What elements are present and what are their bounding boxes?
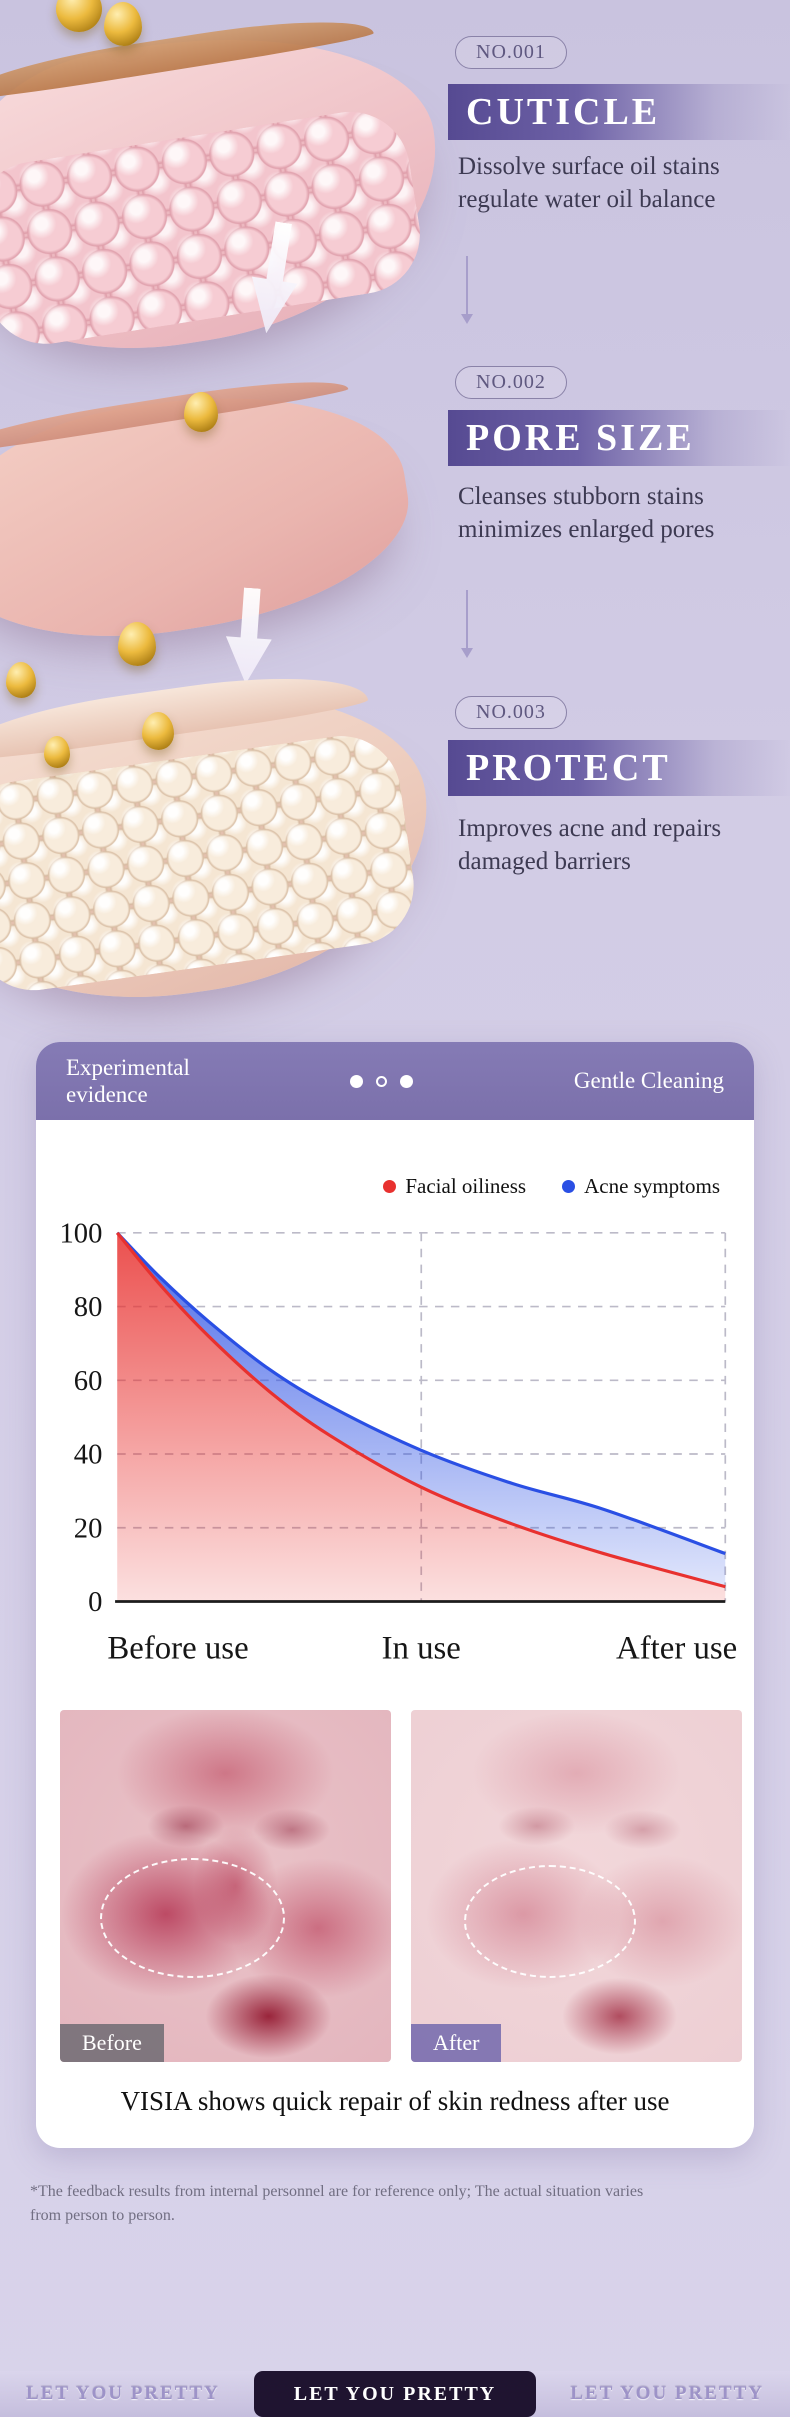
- down-arrow-connector-icon: [461, 590, 473, 658]
- analysis-circle-icon: [463, 1864, 637, 1978]
- dot-hollow-icon: [376, 1075, 388, 1087]
- skin-layer-cuticle: [0, 3, 461, 377]
- step-title-banner: PROTECT: [448, 740, 790, 796]
- experimental-evidence-card: Experimental evidence Gentle Cleaning Fa…: [36, 1042, 754, 2148]
- skin-surface-ridge: [0, 6, 375, 104]
- svg-text:100: 100: [60, 1218, 102, 1249]
- step-description-line: minimizes enlarged pores: [458, 516, 715, 543]
- brand-footer: LET YOU PRETTY LET YOU PRETTY LET YOU PR…: [0, 2371, 790, 2417]
- svg-text:Before use: Before use: [107, 1631, 248, 1667]
- card-header-title: Experimental evidence: [66, 1054, 190, 1108]
- svg-text:0: 0: [88, 1587, 102, 1618]
- svg-text:60: 60: [74, 1366, 103, 1397]
- legend-dot-icon: [562, 1180, 576, 1193]
- svg-text:40: 40: [74, 1440, 103, 1471]
- step-description: Improves acne and repairs damaged barrie…: [458, 812, 721, 878]
- trend-chart-svg: 0 20 40 60 80 100 Before use In use After use: [59, 1218, 737, 1667]
- skin-spheres-texture: [0, 728, 422, 998]
- card-header-subtitle: Gentle Cleaning: [573, 1068, 724, 1093]
- step-number-badge: NO.001: [455, 36, 567, 69]
- svg-text:In use: In use: [382, 1631, 461, 1667]
- chart-legend: Facial oiliness Acne symptoms: [383, 1174, 720, 1199]
- disclaimer-footnote: *The feedback results from internal pers…: [30, 2183, 644, 2224]
- step-number: NO.002: [476, 371, 546, 393]
- step-description-line: Cleanses stubborn stains: [458, 483, 704, 510]
- card-header-title-line: evidence: [66, 1082, 148, 1107]
- oil-droplet-icon: [104, 2, 142, 46]
- trend-chart: 0 20 40 60 80 100 Before use In use After use: [59, 1218, 738, 1681]
- step-title: PROTECT: [466, 747, 671, 789]
- oil-droplet-icon: [118, 622, 156, 666]
- analysis-circle-icon: [99, 1857, 286, 1978]
- svg-text:80: 80: [74, 1292, 103, 1323]
- brand-pill: LET YOU PRETTY: [254, 2371, 536, 2417]
- oil-droplet-icon: [6, 662, 36, 698]
- before-label: Before: [60, 2024, 164, 2062]
- step-number-badge: NO.002: [455, 366, 567, 399]
- legend-label: Acne symptoms: [584, 1174, 720, 1198]
- legend-label: Facial oiliness: [405, 1174, 527, 1198]
- step-description-line: regulate water oil balance: [458, 186, 716, 213]
- step-title-banner: CUTICLE: [448, 84, 790, 140]
- svg-text:After use: After use: [616, 1631, 737, 1667]
- brand-text: LET YOU PRETTY: [26, 2383, 220, 2404]
- before-after-comparison: Before After: [60, 1710, 742, 2062]
- card-header: Experimental evidence Gentle Cleaning: [36, 1042, 754, 1120]
- oil-droplet-icon: [142, 712, 174, 750]
- legend-dot-icon: [383, 1180, 397, 1193]
- skin-layers-illustration: [0, 0, 461, 1025]
- step-number: NO.003: [476, 701, 546, 723]
- step-description-line: Improves acne and repairs: [458, 815, 722, 842]
- step-number-badge: NO.003: [455, 696, 567, 729]
- oil-droplet-icon: [44, 736, 70, 768]
- comparison-caption: VISIA shows quick repair of skin redness…: [120, 2086, 670, 2116]
- skin-surface-ridge: [0, 369, 349, 457]
- step-title: CUTICLE: [466, 91, 661, 133]
- oil-droplet-icon: [184, 392, 218, 432]
- svg-text:20: 20: [74, 1513, 103, 1544]
- step-description-line: damaged barriers: [458, 848, 631, 875]
- legend-item: Acne symptoms: [562, 1174, 720, 1199]
- step-description: Dissolve surface oil stains regulate wat…: [458, 150, 720, 216]
- visia-before-image: Before: [60, 1710, 391, 2062]
- step-title: PORE SIZE: [466, 417, 695, 459]
- skin-layer-deep: [0, 659, 449, 1025]
- pagination-dots: [350, 1074, 414, 1088]
- step-description: Cleanses stubborn stains minimizes enlar…: [458, 480, 714, 546]
- after-label: After: [411, 2024, 502, 2062]
- dot-filled-icon: [350, 1074, 364, 1088]
- step-title-banner: PORE SIZE: [448, 410, 790, 466]
- oil-droplet-icon: [56, 0, 102, 32]
- step-number: NO.001: [476, 41, 546, 63]
- card-header-title-line: Experimental: [66, 1054, 190, 1080]
- legend-item: Facial oiliness: [383, 1174, 526, 1199]
- visia-after-image: After: [411, 1710, 742, 2062]
- brand-text: LET YOU PRETTY: [570, 2383, 764, 2404]
- down-arrow-connector-icon: [461, 256, 473, 324]
- step-description-line: Dissolve surface oil stains: [458, 153, 720, 180]
- skin-cells-texture: [0, 103, 429, 353]
- dot-filled-icon: [400, 1074, 414, 1088]
